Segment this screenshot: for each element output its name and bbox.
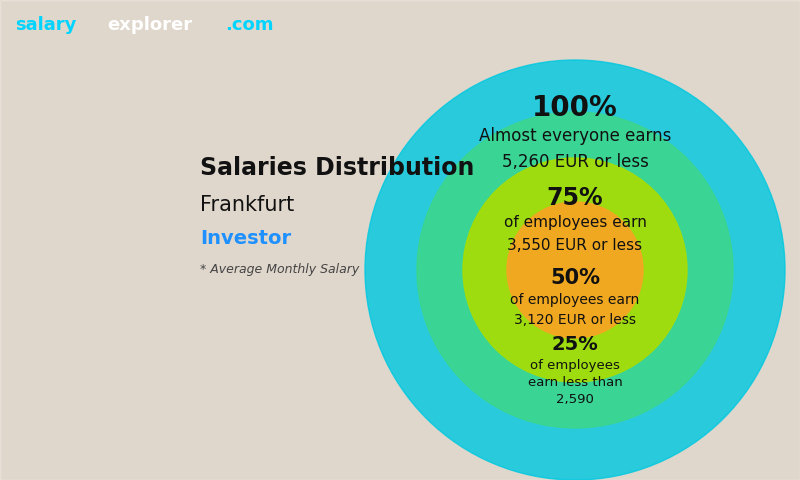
- Text: Almost everyone earns: Almost everyone earns: [479, 127, 671, 145]
- Text: 2,590: 2,590: [556, 393, 594, 406]
- Text: 3,120 EUR or less: 3,120 EUR or less: [514, 313, 636, 327]
- Text: of employees earn: of employees earn: [503, 216, 646, 230]
- Text: Frankfurt: Frankfurt: [200, 195, 294, 215]
- Text: 75%: 75%: [546, 186, 603, 210]
- Circle shape: [463, 158, 687, 382]
- Circle shape: [365, 60, 785, 480]
- Text: explorer: explorer: [107, 16, 192, 34]
- Text: of employees: of employees: [530, 359, 620, 372]
- Text: 25%: 25%: [552, 336, 598, 355]
- Circle shape: [417, 112, 733, 428]
- Text: Salaries Distribution: Salaries Distribution: [200, 156, 474, 180]
- Text: salary: salary: [15, 16, 76, 34]
- Text: 3,550 EUR or less: 3,550 EUR or less: [507, 238, 642, 252]
- Circle shape: [507, 202, 643, 338]
- Text: Investor: Investor: [200, 228, 291, 248]
- Text: 5,260 EUR or less: 5,260 EUR or less: [502, 153, 649, 171]
- Text: 100%: 100%: [532, 94, 618, 122]
- Text: of employees earn: of employees earn: [510, 293, 640, 307]
- Text: * Average Monthly Salary: * Average Monthly Salary: [200, 264, 359, 276]
- Text: .com: .com: [225, 16, 274, 34]
- Text: 50%: 50%: [550, 268, 600, 288]
- Text: earn less than: earn less than: [528, 375, 622, 388]
